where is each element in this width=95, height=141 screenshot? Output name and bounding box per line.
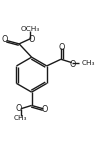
Text: O: O [59, 43, 65, 52]
Text: O: O [16, 104, 22, 113]
Text: O: O [42, 105, 48, 114]
Text: CH₃: CH₃ [81, 60, 95, 66]
Text: O: O [69, 60, 76, 69]
Text: O: O [29, 35, 35, 44]
Text: CH₃: CH₃ [14, 115, 28, 121]
Text: O: O [2, 35, 8, 44]
Text: OCH₃: OCH₃ [20, 26, 40, 32]
